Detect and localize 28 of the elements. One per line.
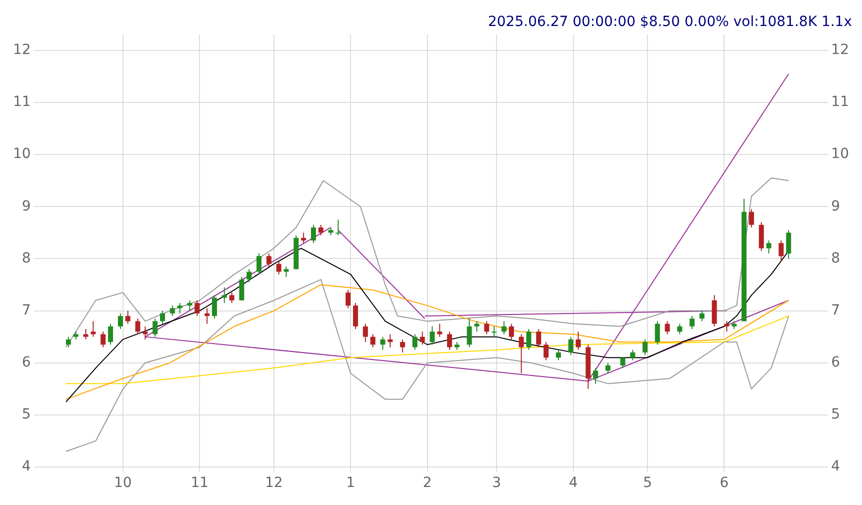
y2-tick-label: 5 <box>831 406 840 423</box>
x-tick-label: 12 <box>264 475 283 492</box>
chart-title: 2025.06.27 00:00:00 $8.50 0.00% vol:1081.8K 1.1x <box>488 14 852 30</box>
y-tick-label: 4 <box>22 458 31 475</box>
y-tick-label: 7 <box>22 302 31 318</box>
y-tick-label: 11 <box>12 94 31 110</box>
y-tick-label: 9 <box>22 198 31 214</box>
x-tick-label: 11 <box>190 475 209 492</box>
y2-tick-label: 7 <box>831 302 840 318</box>
x-tick-label: 10 <box>114 475 132 492</box>
y2-tick-label: 4 <box>831 458 840 475</box>
y-tick-label: 10 <box>12 146 31 162</box>
y2-tick-label: 12 <box>831 42 850 58</box>
x-tick-label: 4 <box>568 475 578 492</box>
y2-tick-label: 9 <box>831 198 840 214</box>
y2-tick-label: 6 <box>831 354 840 370</box>
y-tick-label: 8 <box>22 250 31 266</box>
y2-tick-label: 11 <box>831 94 850 110</box>
y2-tick-label: 10 <box>831 146 850 162</box>
y-tick-label: 6 <box>22 354 31 370</box>
x-tick-label: 5 <box>643 475 652 492</box>
y-tick-label: 12 <box>12 42 31 58</box>
x-tick-label: 1 <box>346 475 356 492</box>
x-tick-label: 6 <box>720 475 729 492</box>
y2-tick-label: 8 <box>831 250 840 266</box>
x-tick-label: 2 <box>422 475 432 492</box>
y-tick-label: 5 <box>22 406 31 423</box>
x-tick-label: 3 <box>492 475 502 492</box>
